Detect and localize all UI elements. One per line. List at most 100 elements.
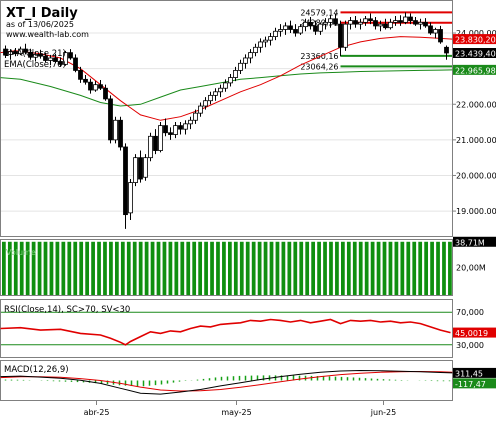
candle-body xyxy=(388,21,393,29)
candle-body xyxy=(403,16,408,23)
volume-bar xyxy=(448,241,452,295)
volume-bar xyxy=(2,241,6,295)
level-label: 24289,51 xyxy=(300,19,338,28)
volume-bar xyxy=(430,241,434,295)
last-value-label: 23.439,40 xyxy=(455,50,496,59)
candle-body xyxy=(183,123,188,130)
x-tick-label: abr-25 xyxy=(84,408,110,417)
volume-bar xyxy=(376,241,381,295)
volume-bar xyxy=(43,241,48,295)
candle-body xyxy=(118,119,123,148)
candle-body xyxy=(253,46,258,54)
volume-bar xyxy=(299,241,304,295)
level-label: 23064,26 xyxy=(300,62,338,71)
volume-bar xyxy=(126,241,131,295)
rsi-last-box xyxy=(453,327,496,338)
volume-bar xyxy=(150,241,155,295)
candle-body xyxy=(338,23,343,48)
candle-body xyxy=(288,25,293,30)
volume-bar xyxy=(233,241,238,295)
volume-last-box xyxy=(453,236,496,247)
volume-bar xyxy=(192,241,197,295)
level-label: 24579,14 xyxy=(300,8,338,17)
volume-bar xyxy=(382,241,387,295)
candle-body xyxy=(143,157,148,178)
last-value-label: 23.830,20 xyxy=(455,36,496,45)
candle-body xyxy=(78,70,83,80)
candle-body xyxy=(318,23,323,32)
candle-body xyxy=(233,70,238,78)
volume-bar xyxy=(335,241,339,295)
x-tick-label: may-25 xyxy=(221,408,251,417)
volume-bar xyxy=(394,241,399,295)
candle-body xyxy=(3,48,8,56)
candle-body xyxy=(13,51,18,55)
candle-body xyxy=(83,78,88,83)
candle-body xyxy=(208,94,213,102)
legend-ema21: EMA(Close,21) xyxy=(4,49,66,59)
volume-bar xyxy=(91,241,95,295)
candle-body xyxy=(343,23,348,48)
volume-bar xyxy=(144,241,149,295)
candle-body xyxy=(243,57,248,64)
x-tick-label: jun-25 xyxy=(370,408,396,417)
candle-body xyxy=(223,82,228,89)
candle-body xyxy=(63,52,68,65)
candle-body xyxy=(28,51,33,58)
volume-last-label: 38,71M xyxy=(455,238,485,247)
volume-bar xyxy=(49,241,54,295)
rsi-tick-label: 70,000 xyxy=(456,308,484,317)
volume-bar xyxy=(97,241,101,295)
volume-bar xyxy=(156,241,161,295)
volume-bar xyxy=(37,241,42,295)
candle-body xyxy=(238,62,243,71)
volume-bar xyxy=(400,241,405,295)
chart-subtitle: as of 13/06/2025 xyxy=(6,20,74,29)
candle-body xyxy=(198,105,203,114)
price-tick-label: 24.000.000 xyxy=(456,29,496,38)
macd-line xyxy=(0,369,453,395)
candle-body xyxy=(93,84,98,91)
candle-body xyxy=(178,125,183,130)
rsi-panel xyxy=(0,299,453,358)
candle-body xyxy=(18,48,23,55)
candle-body xyxy=(428,25,433,34)
volume-bar xyxy=(198,241,203,295)
candle-body xyxy=(168,132,173,135)
candle-body xyxy=(88,81,93,91)
candle-body xyxy=(444,46,449,54)
volume-bar xyxy=(406,241,411,295)
candle-body xyxy=(433,29,438,34)
macd-last-box xyxy=(453,367,496,378)
volume-bar xyxy=(168,241,173,295)
macd-last-box xyxy=(453,378,496,389)
candle-body xyxy=(23,48,28,53)
candle-body xyxy=(348,20,353,25)
candle-body xyxy=(113,119,118,141)
candle-body xyxy=(273,30,278,38)
candle-body xyxy=(413,20,418,25)
volume-bar xyxy=(329,241,333,295)
candle-body xyxy=(103,87,108,100)
candle-body xyxy=(363,18,368,23)
candle-body xyxy=(303,21,308,28)
candle-body xyxy=(278,29,283,32)
volume-bar xyxy=(162,241,167,295)
volume-bar xyxy=(222,241,226,295)
candle-body xyxy=(53,57,58,62)
candle-body xyxy=(68,52,73,59)
candle-body xyxy=(393,20,398,23)
volume-bar xyxy=(317,241,321,295)
volume-bar xyxy=(305,241,310,295)
volume-bar xyxy=(210,241,214,295)
volume-bar xyxy=(19,241,24,295)
volume-bar xyxy=(31,241,36,295)
last-value-box xyxy=(453,48,496,59)
volume-bar xyxy=(186,241,191,295)
candle-body xyxy=(213,91,218,96)
volume-bar xyxy=(388,241,393,295)
macd-last-label: -117,47 xyxy=(455,380,486,389)
chart-title: XT_I Daily xyxy=(6,6,78,21)
volume-bar xyxy=(424,241,429,295)
